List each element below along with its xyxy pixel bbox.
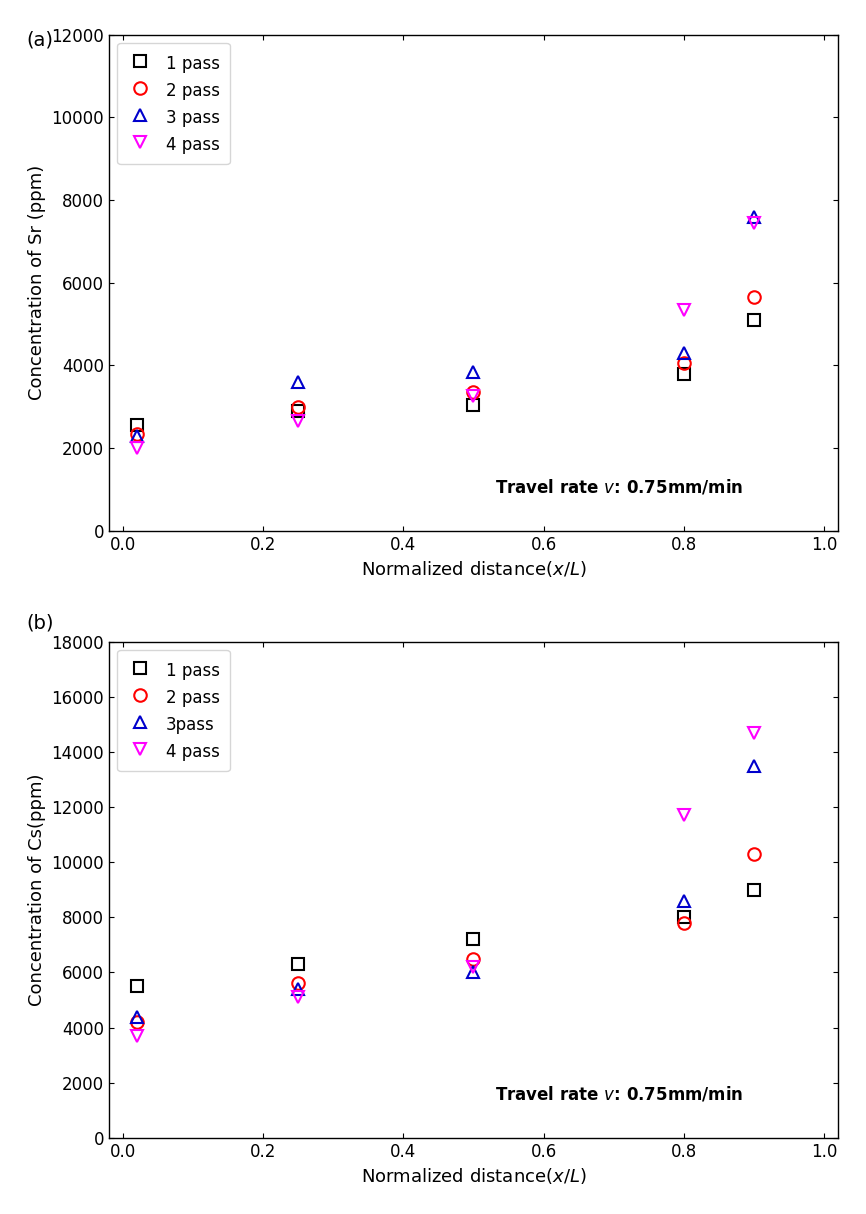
Text: Travel rate $v$: 0.75mm/min: Travel rate $v$: 0.75mm/min: [495, 477, 744, 497]
Line: 1 pass: 1 pass: [131, 313, 760, 432]
1 pass: [679, 910, 689, 925]
3pass: [293, 982, 303, 997]
Text: (a): (a): [26, 30, 53, 50]
Legend: 1 pass, 2 pass, 3 pass, 4 pass: 1 pass, 2 pass, 3 pass, 4 pass: [117, 44, 229, 164]
Line: 3 pass: 3 pass: [131, 210, 760, 442]
3pass: [679, 894, 689, 908]
4 pass: [132, 1028, 142, 1043]
4 pass: [679, 302, 689, 317]
3 pass: [293, 375, 303, 390]
4 pass: [679, 809, 689, 823]
3pass: [748, 759, 759, 773]
1 pass: [469, 397, 479, 412]
Line: 4 pass: 4 pass: [131, 726, 760, 1042]
2 pass: [748, 846, 759, 861]
2 pass: [748, 290, 759, 305]
3 pass: [469, 364, 479, 379]
4 pass: [293, 414, 303, 429]
2 pass: [132, 426, 142, 441]
2 pass: [679, 356, 689, 370]
2 pass: [293, 399, 303, 414]
Line: 4 pass: 4 pass: [131, 216, 760, 454]
Line: 3pass: 3pass: [131, 760, 760, 1023]
Text: Travel rate $v$: 0.75mm/min: Travel rate $v$: 0.75mm/min: [495, 1084, 744, 1104]
Line: 1 pass: 1 pass: [131, 884, 760, 993]
1 pass: [132, 978, 142, 993]
4 pass: [748, 216, 759, 231]
Legend: 1 pass, 2 pass, 3pass, 4 pass: 1 pass, 2 pass, 3pass, 4 pass: [117, 651, 229, 771]
Line: 2 pass: 2 pass: [131, 291, 760, 439]
4 pass: [748, 726, 759, 741]
3 pass: [679, 346, 689, 361]
1 pass: [293, 403, 303, 418]
1 pass: [748, 883, 759, 897]
1 pass: [748, 313, 759, 328]
1 pass: [132, 418, 142, 432]
4 pass: [469, 960, 479, 975]
2 pass: [469, 385, 479, 399]
Y-axis label: Concentration of Cs(ppm): Concentration of Cs(ppm): [28, 773, 46, 1006]
4 pass: [469, 390, 479, 404]
Text: (b): (b): [26, 613, 54, 632]
Line: 2 pass: 2 pass: [131, 847, 760, 1028]
X-axis label: Normalized distance($x/L$): Normalized distance($x/L$): [360, 1167, 586, 1186]
3pass: [132, 1009, 142, 1023]
1 pass: [469, 932, 479, 947]
X-axis label: Normalized distance($x/L$): Normalized distance($x/L$): [360, 560, 586, 579]
2 pass: [679, 915, 689, 930]
1 pass: [293, 957, 303, 971]
4 pass: [293, 989, 303, 1004]
3 pass: [132, 429, 142, 443]
Y-axis label: Concentration of Sr (ppm): Concentration of Sr (ppm): [28, 165, 46, 401]
1 pass: [679, 367, 689, 381]
2 pass: [469, 952, 479, 966]
3 pass: [748, 209, 759, 223]
2 pass: [293, 976, 303, 991]
4 pass: [132, 441, 142, 455]
3pass: [469, 965, 479, 980]
2 pass: [132, 1015, 142, 1029]
